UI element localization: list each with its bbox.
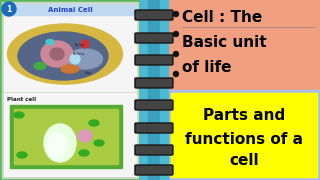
- Bar: [160, 0, 168, 180]
- Circle shape: [173, 12, 179, 17]
- Bar: [4, 4, 136, 91]
- Text: Cell : The: Cell : The: [182, 10, 262, 24]
- Ellipse shape: [47, 133, 67, 159]
- Ellipse shape: [89, 120, 99, 126]
- Bar: [171, 93, 317, 177]
- Text: Golgi: Golgi: [85, 71, 92, 75]
- Ellipse shape: [7, 24, 123, 84]
- FancyBboxPatch shape: [135, 10, 173, 20]
- FancyBboxPatch shape: [136, 102, 172, 109]
- FancyBboxPatch shape: [136, 12, 172, 19]
- Text: cell: cell: [229, 153, 259, 168]
- FancyBboxPatch shape: [136, 147, 172, 154]
- Circle shape: [173, 31, 179, 37]
- FancyBboxPatch shape: [135, 33, 173, 43]
- Circle shape: [173, 51, 179, 57]
- Circle shape: [81, 40, 89, 48]
- Text: functions of a: functions of a: [185, 132, 303, 147]
- Ellipse shape: [41, 41, 73, 67]
- Text: Nucleus: Nucleus: [75, 43, 85, 47]
- Bar: [10, 105, 122, 168]
- Text: of life: of life: [182, 60, 231, 75]
- Ellipse shape: [68, 49, 102, 69]
- FancyBboxPatch shape: [135, 55, 173, 65]
- Text: 1: 1: [6, 4, 12, 14]
- FancyBboxPatch shape: [136, 125, 172, 132]
- Text: Basic unit: Basic unit: [182, 35, 267, 50]
- Ellipse shape: [44, 124, 76, 162]
- Bar: [140, 0, 148, 180]
- Bar: [168, 90, 320, 180]
- FancyBboxPatch shape: [136, 35, 172, 42]
- Text: Animal Cell: Animal Cell: [48, 6, 92, 12]
- Ellipse shape: [94, 140, 104, 146]
- FancyBboxPatch shape: [136, 80, 172, 87]
- Bar: [4, 93, 136, 176]
- Text: Plant cell: Plant cell: [7, 96, 36, 102]
- Circle shape: [173, 71, 179, 76]
- Bar: [2, 2, 138, 178]
- Bar: [14, 109, 118, 164]
- Ellipse shape: [14, 112, 24, 118]
- Ellipse shape: [18, 32, 108, 80]
- Ellipse shape: [46, 39, 54, 44]
- FancyBboxPatch shape: [135, 145, 173, 155]
- FancyBboxPatch shape: [135, 123, 173, 133]
- Ellipse shape: [61, 65, 79, 73]
- Bar: [148, 0, 160, 180]
- FancyBboxPatch shape: [135, 78, 173, 88]
- Ellipse shape: [34, 62, 46, 69]
- Text: Nucleolus: Nucleolus: [73, 52, 85, 56]
- Circle shape: [2, 2, 16, 16]
- FancyBboxPatch shape: [136, 57, 172, 64]
- Bar: [168, 0, 320, 90]
- Ellipse shape: [50, 48, 64, 60]
- Text: Parts and: Parts and: [203, 108, 285, 123]
- Circle shape: [70, 54, 80, 64]
- Bar: [4, 4, 136, 15]
- FancyBboxPatch shape: [136, 166, 172, 174]
- FancyBboxPatch shape: [135, 165, 173, 175]
- Ellipse shape: [78, 130, 92, 142]
- Ellipse shape: [79, 150, 89, 156]
- FancyBboxPatch shape: [135, 100, 173, 110]
- Ellipse shape: [17, 152, 27, 158]
